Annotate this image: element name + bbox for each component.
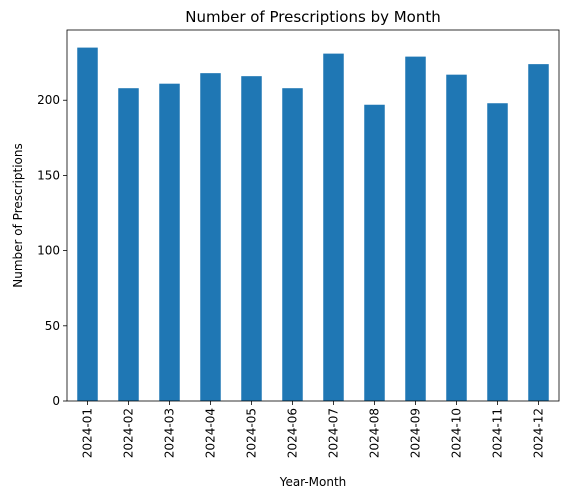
y-tick-label: 150: [37, 168, 60, 182]
x-tick-label: 2024-01: [81, 408, 95, 458]
bar-2024-01: [77, 47, 98, 401]
bar-2024-09: [405, 56, 426, 401]
x-tick-label: 2024-07: [327, 408, 341, 458]
y-tick-label: 0: [52, 394, 60, 408]
bar-2024-02: [118, 88, 139, 401]
x-tick-label: 2024-05: [245, 408, 259, 458]
x-tick-label: 2024-12: [532, 408, 546, 458]
x-tick-label: 2024-08: [368, 408, 382, 458]
plot-frame: [66, 29, 560, 402]
x-axis: 2024-01 2024-02 2024-03 2024-04 2024-05 2024-…: [81, 401, 546, 458]
y-tick-label: 100: [37, 244, 60, 258]
bar-2024-11: [487, 103, 508, 401]
y-axis-label: Number of Prescriptions: [11, 143, 25, 287]
x-tick-label: 2024-11: [491, 408, 505, 458]
bars-group: [77, 47, 549, 402]
x-axis-label: Year-Month: [279, 475, 347, 489]
y-tick-label: 50: [45, 319, 60, 333]
y-axis: 0 50 100 150 200: [37, 93, 67, 408]
bar-2024-04: [200, 73, 221, 401]
y-tick-label: 200: [37, 93, 60, 107]
bar-2024-08: [364, 104, 385, 401]
bar-2024-12: [528, 64, 549, 401]
x-tick-label: 2024-10: [450, 408, 464, 458]
x-tick-label: 2024-02: [122, 408, 136, 458]
x-tick-label: 2024-04: [204, 408, 218, 458]
x-tick-label: 2024-09: [409, 408, 423, 458]
bar-2024-06: [282, 88, 303, 401]
bar-2024-10: [446, 74, 467, 401]
bar-2024-07: [323, 53, 344, 401]
x-tick-label: 2024-03: [163, 408, 177, 458]
x-tick-label: 2024-06: [286, 408, 300, 458]
bar-2024-03: [159, 83, 180, 402]
bar-2024-05: [241, 76, 262, 402]
chart-title: Number of Prescriptions by Month: [185, 8, 441, 26]
